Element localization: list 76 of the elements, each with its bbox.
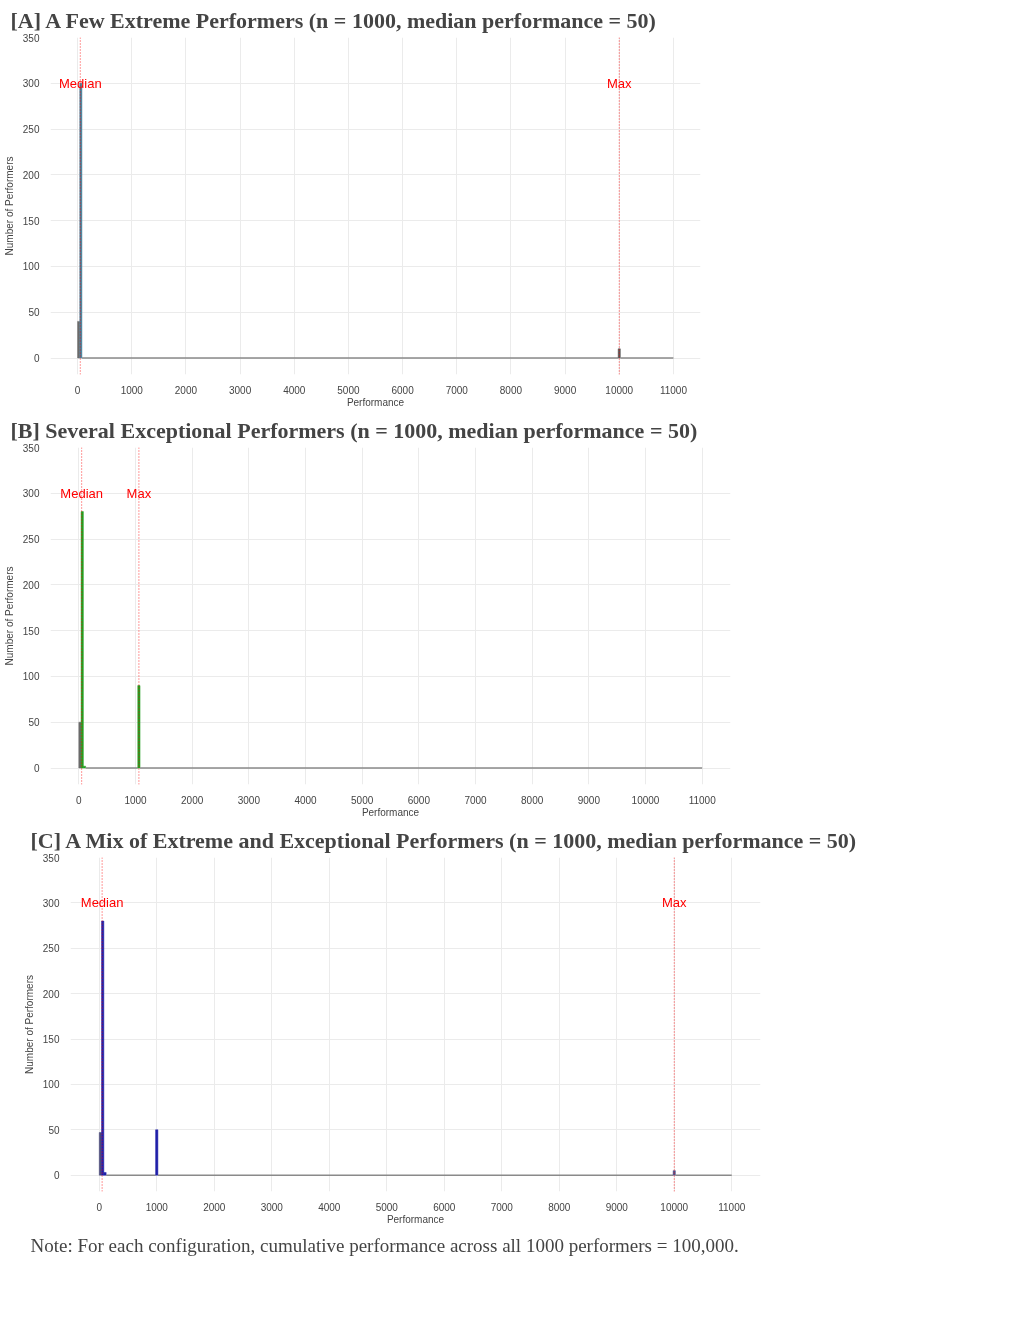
x-tick-label: 0 — [76, 794, 83, 806]
y-tick-label: 0 — [33, 353, 40, 365]
x-tick-label: 10000 — [605, 384, 634, 396]
y-axis-title: Number of Performers — [23, 975, 35, 1074]
x-tick-label: 1000 — [120, 384, 144, 396]
x-tick-label: 9000 — [553, 384, 577, 396]
x-tick-label: 6000 — [433, 1201, 456, 1213]
x-tick-label: 9000 — [577, 794, 601, 806]
y-tick-label: 300 — [22, 488, 40, 500]
text: Note: For each configuration, cumulative performance across all 1000 performers = 100,000. — [30, 1234, 739, 1256]
x-tick-label: 4000 — [283, 384, 306, 396]
chart-title: [A] A Few Extreme Performers (n = 1000, median performance = 50) — [10, 7, 656, 33]
y-tick-label: 350 — [42, 852, 60, 864]
x-tick-label: 6000 — [391, 384, 415, 396]
x-tick-label: 6000 — [407, 794, 431, 806]
x-tick-label: 5000 — [351, 794, 374, 806]
y-tick-label: 350 — [22, 442, 40, 454]
x-tick-label: 11000 — [688, 794, 717, 806]
y-tick-label: 200 — [22, 169, 40, 181]
x-tick-label: 7000 — [464, 794, 488, 806]
ref-line-label: Max — [661, 895, 688, 911]
y-axis-title: Number of Performers — [3, 566, 15, 666]
x-tick-label: 10000 — [660, 1201, 689, 1213]
ref-line-label: Median — [80, 895, 124, 911]
x-tick-label: 2000 — [203, 1201, 226, 1213]
y-tick-label: 0 — [53, 1170, 60, 1182]
y-tick-label: 250 — [22, 124, 40, 136]
y-tick-label: 200 — [22, 579, 40, 591]
x-tick-label: 8000 — [548, 1201, 571, 1213]
y-tick-label: 200 — [42, 988, 60, 1000]
y-tick-label: 150 — [42, 1034, 60, 1046]
y-tick-label: 150 — [22, 215, 40, 227]
ref-line-label: Median — [58, 75, 102, 91]
y-tick-label: 250 — [22, 534, 40, 546]
x-tick-label: 8000 — [499, 384, 523, 396]
x-tick-label: 2000 — [174, 384, 198, 396]
x-axis-title: Performance — [346, 396, 405, 408]
x-tick-label: 10000 — [631, 794, 660, 806]
y-tick-label: 300 — [22, 78, 40, 90]
x-axis-title: Performance — [361, 806, 420, 818]
x-tick-label: 4000 — [318, 1201, 341, 1213]
x-tick-label: 9000 — [605, 1201, 629, 1213]
x-tick-label: 2000 — [181, 794, 204, 806]
ref-line-label: Median — [60, 485, 103, 501]
ref-line-label: Max — [606, 75, 633, 91]
x-tick-label: 7000 — [445, 384, 469, 396]
x-axis-title: Performance — [386, 1213, 445, 1225]
x-tick-label: 1000 — [124, 794, 148, 806]
y-axis-title: Number of Performers — [3, 156, 15, 256]
y-tick-label: 50 — [28, 307, 40, 319]
y-tick-label: 250 — [42, 943, 60, 955]
y-tick-label: 100 — [42, 1079, 60, 1091]
x-tick-label: 3000 — [260, 1201, 284, 1213]
x-tick-label: 11000 — [718, 1201, 746, 1213]
x-tick-label: 8000 — [521, 794, 544, 806]
y-tick-label: 100 — [22, 671, 40, 683]
y-tick-label: 350 — [22, 32, 40, 44]
x-tick-label: 1000 — [145, 1201, 169, 1213]
x-tick-label: 5000 — [375, 1201, 399, 1213]
x-tick-label: 0 — [74, 384, 81, 396]
ref-line-label: Max — [126, 485, 152, 501]
y-tick-label: 100 — [22, 261, 40, 273]
y-tick-label: 50 — [48, 1124, 60, 1136]
x-tick-label: 4000 — [294, 794, 318, 806]
x-tick-label: 0 — [96, 1201, 103, 1213]
chart-title: [B] Several Exceptional Performers (n = 1000, median performance = 50) — [10, 417, 698, 443]
x-tick-label: 3000 — [237, 794, 261, 806]
y-tick-label: 300 — [42, 897, 60, 909]
x-tick-label: 11000 — [659, 384, 688, 396]
x-tick-label: 3000 — [228, 384, 252, 396]
y-tick-label: 0 — [33, 763, 40, 775]
x-tick-label: 7000 — [490, 1201, 514, 1213]
chart-title: [C] A Mix of Extreme and Exceptional Performers (n = 1000, median performance = 50) — [30, 827, 857, 853]
y-tick-label: 150 — [22, 625, 40, 637]
x-tick-label: 5000 — [337, 384, 360, 396]
y-tick-label: 50 — [28, 717, 40, 729]
